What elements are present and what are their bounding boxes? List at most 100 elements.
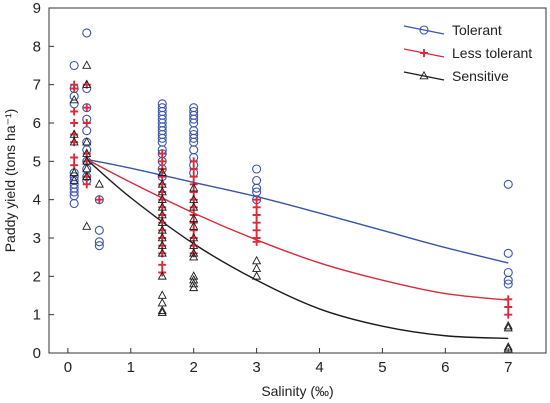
legend-line [403,71,445,81]
data-point [94,237,104,247]
data-point [94,179,104,188]
data-point [252,218,261,227]
data-point [82,103,91,112]
x-tick-label: 6 [441,359,449,376]
series-sensitive [69,60,513,353]
data-point [189,172,198,181]
y-tick-label: 7 [33,77,41,94]
x-tick-label: 7 [504,359,512,376]
data-point [504,310,513,319]
data-point [503,279,513,289]
data-point [82,119,91,127]
legend-marker [419,70,429,80]
data-point [504,295,513,304]
data-point [157,298,167,307]
y-tick-label: 5 [33,153,41,170]
y-tick-label: 9 [33,0,41,17]
data-point [189,202,199,211]
data-point [82,180,91,189]
data-point [157,167,167,177]
data-point [82,221,92,230]
legend-marker [419,25,429,35]
data-point [70,119,79,127]
y-axis-label: Paddy yield (tons ha⁻¹) [2,109,18,253]
data-point [69,94,79,104]
data-point [158,149,167,158]
data-point [70,107,79,116]
x-tick-label: 4 [315,359,323,376]
legend-marker [420,49,428,57]
x-tick-label: 5 [378,359,386,376]
data-point [158,157,167,166]
data-point [189,252,199,261]
y-tick-label: 0 [33,345,41,362]
data-point [189,145,199,155]
series-less-tolerant [70,80,513,319]
data-point [157,248,167,257]
data-point [69,187,79,197]
x-tick-label: 2 [190,359,198,376]
y-tick-label: 3 [33,230,41,247]
legend-entry: Tolerant [403,22,502,38]
data-point [252,255,262,265]
legend-entry: Less tolerant [403,45,532,61]
data-point [189,248,199,257]
fit-curves-layer [86,158,509,340]
legend: Tolerant Less tolerant Sensitive [403,22,532,84]
data-point [82,137,92,146]
data-point [82,28,92,38]
data-point [157,290,167,299]
data-point [252,203,261,212]
data-point [189,114,199,124]
data-point [69,137,79,146]
data-point [252,211,261,219]
y-tick-label: 4 [33,192,41,209]
data-point [189,157,198,166]
data-point [70,153,79,162]
data-point [189,221,199,230]
x-tick-label: 0 [64,359,72,376]
data-point [189,165,198,173]
data-point [503,322,513,332]
x-axis-label: Salinity (‰) [261,383,333,399]
data-point [157,307,167,316]
x-tick-label: 1 [127,359,135,376]
data-point [503,248,513,258]
legend-label: Sensitive [452,68,509,84]
data-point [189,282,199,292]
data-point [94,225,104,235]
data-point [95,195,104,204]
data-point [158,260,167,269]
data-point [503,267,513,278]
data-point [82,60,92,69]
data-point [503,275,513,285]
data-point [82,171,92,180]
y-tick-label: 8 [33,38,41,55]
fit-curve-sensitive [86,158,509,340]
data-point [252,175,262,186]
data-point [189,183,199,192]
axes-layer: 0 1 2 3 4 5 6 7 0 1 2 3 4 5 6 7 8 9 [33,0,547,376]
data-points-layer [69,28,513,353]
fit-curve-tolerant [86,158,509,264]
data-point [503,321,513,330]
fit-curve-less-tolerant [86,158,509,301]
data-point [70,84,79,93]
data-point [252,226,261,235]
y-tick-label: 2 [33,268,41,285]
data-point [82,79,92,88]
data-point [252,263,262,272]
data-point [157,271,167,280]
x-tick-label: 3 [252,359,260,376]
data-point [252,271,262,280]
y-tick-label: 1 [33,307,41,324]
data-point [189,133,199,143]
data-point [157,305,167,315]
legend-label: Tolerant [452,22,502,38]
data-point [189,278,199,288]
legend-entry: Sensitive [403,68,509,84]
data-point [503,179,513,189]
data-point [69,60,79,71]
